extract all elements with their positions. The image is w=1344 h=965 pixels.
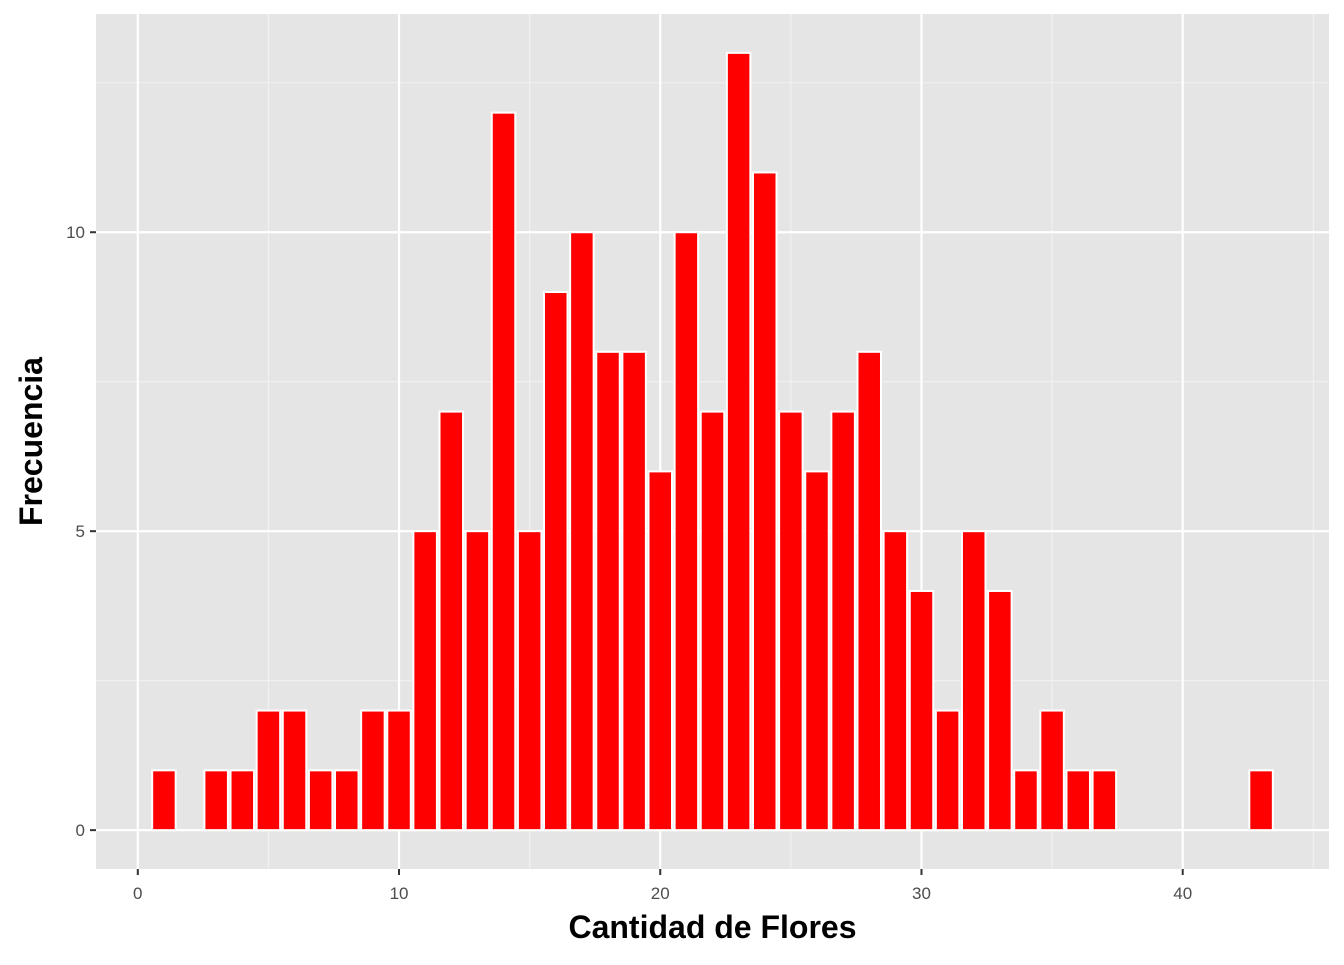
bar-29 [882, 530, 909, 832]
bar-24 [751, 171, 778, 832]
bar-34 [1013, 769, 1039, 832]
y-tick-label: 0 [76, 821, 85, 840]
bar-36 [1065, 769, 1091, 832]
x-tick-label: 10 [390, 884, 409, 903]
bar-27 [830, 410, 856, 832]
bar-11 [412, 530, 438, 832]
x-axis-title: Cantidad de Flores [568, 909, 856, 945]
bar-35 [1039, 709, 1065, 832]
bar-16 [543, 291, 569, 832]
bar-17 [569, 231, 595, 832]
x-tick-label: 40 [1173, 884, 1192, 903]
x-tick-label: 0 [133, 884, 142, 903]
bar-22 [699, 410, 726, 832]
bar-1 [151, 769, 177, 832]
bar-6 [281, 709, 308, 832]
bar-18 [595, 350, 621, 832]
bar-3 [203, 769, 229, 832]
bar-7 [307, 769, 334, 832]
bar-4 [229, 769, 256, 832]
bar-12 [438, 410, 465, 832]
x-tick-label: 20 [651, 884, 670, 903]
bar-19 [621, 350, 647, 832]
bar-13 [464, 530, 491, 832]
bar-20 [647, 470, 674, 832]
histogram-bars [151, 51, 1274, 832]
bar-5 [255, 709, 282, 832]
bar-28 [856, 350, 882, 832]
bar-32 [960, 530, 987, 832]
bar-8 [334, 769, 360, 832]
bar-26 [804, 470, 830, 832]
bar-43 [1248, 769, 1274, 832]
bar-9 [360, 709, 386, 832]
bar-31 [934, 709, 961, 832]
x-tick-label: 30 [912, 884, 931, 903]
y-axis-title: Frecuencia [13, 357, 49, 526]
bar-25 [778, 410, 804, 832]
bar-14 [490, 111, 517, 832]
y-axis: 0 5 10 [66, 223, 96, 840]
bar-21 [673, 231, 700, 832]
y-tick-label: 10 [66, 223, 85, 242]
x-axis: 0 10 20 30 40 [133, 869, 1192, 903]
bar-23 [725, 51, 752, 832]
bar-37 [1091, 769, 1118, 832]
bar-10 [386, 709, 412, 832]
bar-15 [516, 530, 543, 832]
y-tick-label: 5 [76, 522, 85, 541]
bar-30 [908, 589, 935, 832]
bar-33 [987, 589, 1013, 832]
